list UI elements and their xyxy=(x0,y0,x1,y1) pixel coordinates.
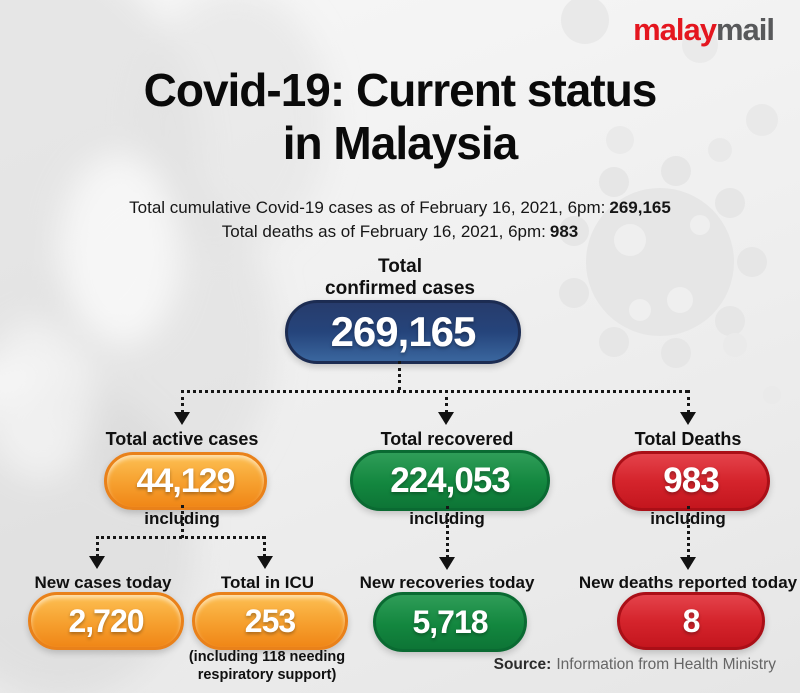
subtitle-line-2: Total deaths as of February 16, 2021, 6p… xyxy=(0,220,800,244)
icu-label: Total in ICU xyxy=(220,573,315,592)
connector-active-drop xyxy=(181,390,184,413)
new-recoveries-label: New recoveries today xyxy=(359,573,535,592)
confirmed-cases-label: Total confirmed cases xyxy=(0,256,800,300)
connector-icu-drop xyxy=(263,536,266,557)
arrow-down-newdeaths-icon xyxy=(680,557,696,570)
logo-malay: malay xyxy=(633,12,717,47)
arrow-down-newcases-icon xyxy=(89,556,105,569)
connector-level1-rail xyxy=(181,390,688,393)
recovered-label: Total recovered xyxy=(380,429,514,449)
title-line-2: in Malaysia xyxy=(282,117,518,170)
cumulative-cases-text: Total cumulative Covid-19 cases as of Fe… xyxy=(129,198,606,217)
source-label: Source: xyxy=(493,656,552,673)
new-deaths-pill: 8 xyxy=(617,592,765,650)
recovered-including-label: including xyxy=(409,509,485,528)
deaths-label: Total Deaths xyxy=(634,429,742,449)
active-cases-pill: 44,129 xyxy=(104,452,267,510)
source-line: Source: Information from Health Ministry xyxy=(494,656,776,674)
total-deaths-text: Total deaths as of February 16, 2021, 6p… xyxy=(221,221,546,241)
icu-note-line-2: respiratory support) xyxy=(197,667,337,684)
subtitle-line-1: Total cumulative Covid-19 cases as of Fe… xyxy=(0,196,800,220)
title-line-1: Covid-19: Current status xyxy=(143,64,658,116)
connector-root-stem xyxy=(398,361,401,390)
connector-newcases-drop xyxy=(96,536,99,557)
icu-note-line-1: (including 118 needing xyxy=(188,649,346,665)
deaths-including-label: including xyxy=(650,509,726,528)
active-cases-label: Total active cases xyxy=(105,429,259,449)
connector-recovered-drop xyxy=(445,390,448,413)
confirmed-cases-pill: 269,165 xyxy=(285,300,521,364)
connector-deaths-drop xyxy=(687,390,690,413)
subtitle: Total cumulative Covid-19 cases as of Fe… xyxy=(0,196,800,244)
arrow-down-icu-icon xyxy=(257,556,273,569)
connector-active-stem xyxy=(181,505,184,538)
connector-deaths-stem xyxy=(687,506,690,558)
connector-level2-rail xyxy=(96,536,265,539)
total-deaths-value: 983 xyxy=(549,221,579,241)
page-title: Covid-19: Current status in Malaysia xyxy=(0,64,800,171)
confirmed-label-line-1: Total xyxy=(378,256,422,277)
new-cases-label: New cases today xyxy=(34,573,172,592)
connector-recovered-stem xyxy=(446,506,449,558)
logo-mail: mail xyxy=(715,12,775,47)
cumulative-cases-value: 269,165 xyxy=(609,198,671,217)
virus-watermark xyxy=(559,0,781,404)
confirmed-label-line-2: confirmed cases xyxy=(325,278,475,300)
new-cases-pill: 2,720 xyxy=(28,592,184,650)
arrow-down-active-icon xyxy=(174,412,190,425)
new-recoveries-pill: 5,718 xyxy=(373,592,527,652)
source-text: Information from Health Ministry xyxy=(556,656,776,673)
masthead-logo: malaymail xyxy=(633,12,775,48)
icu-note: (including 118 needing respiratory suppo… xyxy=(166,648,368,684)
active-including-label: including xyxy=(144,509,220,528)
arrow-down-newrecoveries-icon xyxy=(439,557,455,570)
icu-pill: 253 xyxy=(192,592,348,650)
arrow-down-deaths-icon xyxy=(680,412,696,425)
recovered-pill: 224,053 xyxy=(350,450,550,511)
arrow-down-recovered-icon xyxy=(438,412,454,425)
deaths-pill: 983 xyxy=(612,451,770,511)
new-deaths-label: New deaths reported today xyxy=(578,573,798,592)
